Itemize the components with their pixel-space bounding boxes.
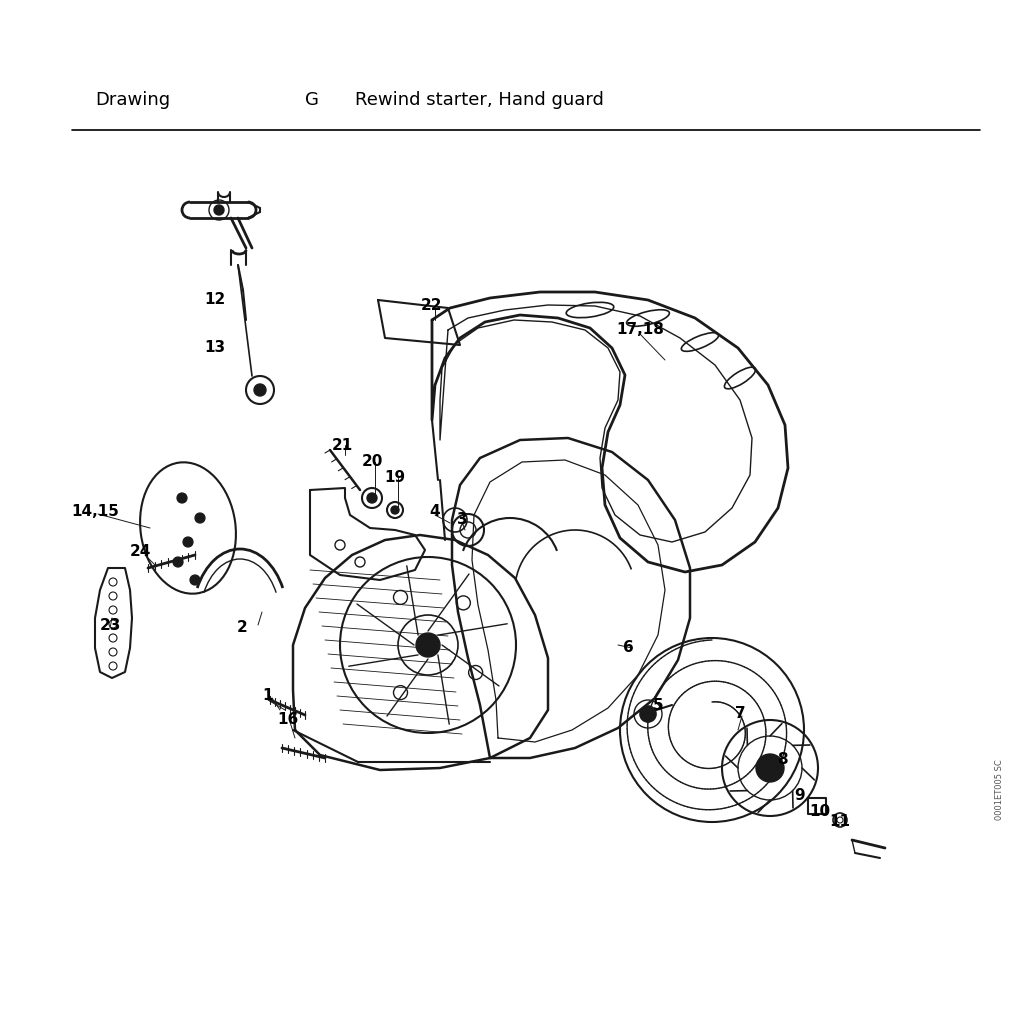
Text: 3: 3: [457, 512, 467, 527]
Circle shape: [391, 506, 399, 514]
Text: 2: 2: [237, 621, 248, 636]
Text: 17,18: 17,18: [616, 323, 664, 338]
Ellipse shape: [627, 309, 670, 327]
Text: 21: 21: [332, 437, 352, 453]
Text: 16: 16: [278, 713, 299, 727]
Ellipse shape: [724, 368, 756, 389]
Text: 10: 10: [809, 805, 830, 819]
Text: Drawing: Drawing: [95, 91, 170, 109]
Text: 9: 9: [795, 787, 805, 803]
Text: 20: 20: [361, 455, 383, 469]
Circle shape: [367, 493, 377, 503]
Circle shape: [190, 575, 200, 585]
Circle shape: [173, 557, 183, 567]
Ellipse shape: [681, 333, 719, 351]
Ellipse shape: [566, 302, 613, 317]
Text: 12: 12: [205, 293, 225, 307]
Text: 4: 4: [430, 505, 440, 519]
Circle shape: [195, 513, 205, 523]
Text: 19: 19: [384, 470, 406, 485]
Circle shape: [640, 706, 656, 722]
Text: 14,15: 14,15: [71, 505, 119, 519]
Text: 5: 5: [652, 697, 664, 713]
Circle shape: [254, 384, 266, 396]
Circle shape: [177, 493, 187, 503]
Circle shape: [756, 754, 784, 782]
Circle shape: [416, 633, 440, 657]
Text: 11: 11: [829, 814, 851, 829]
Text: 8: 8: [776, 753, 787, 768]
Text: Rewind starter, Hand guard: Rewind starter, Hand guard: [355, 91, 604, 109]
Text: 6: 6: [623, 640, 634, 655]
Text: G: G: [305, 91, 318, 109]
Ellipse shape: [140, 462, 236, 594]
Text: 24: 24: [129, 545, 151, 559]
Text: 22: 22: [421, 298, 442, 312]
Text: 23: 23: [99, 617, 121, 633]
Text: 1: 1: [263, 688, 273, 703]
Circle shape: [183, 537, 193, 547]
Text: 0001ET005 SC: 0001ET005 SC: [995, 759, 1005, 820]
Circle shape: [214, 205, 224, 215]
Text: 13: 13: [205, 341, 225, 355]
Text: 7: 7: [734, 707, 745, 722]
